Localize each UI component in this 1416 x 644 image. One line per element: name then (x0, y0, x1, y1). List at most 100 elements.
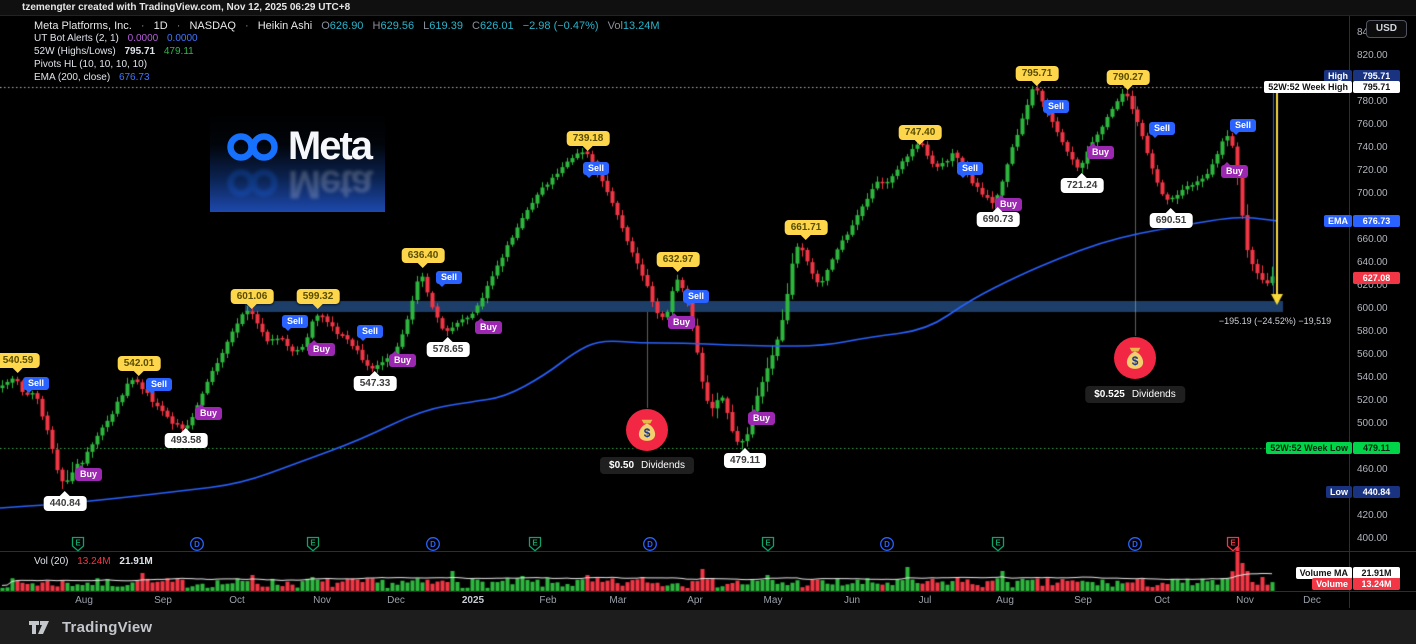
price-tick: 420.00 (1357, 510, 1388, 521)
symbol-legend: Meta Platforms, Inc. · 1D · NASDAQ · Hei… (34, 20, 660, 85)
earnings-icon-red[interactable]: E (1225, 536, 1241, 552)
time-axis-label: Jul (918, 595, 932, 606)
close-value: 626.01 (479, 20, 514, 32)
buy-signal-label[interactable]: Buy (1221, 162, 1249, 178)
sell-signal-label[interactable]: Sell (146, 378, 173, 394)
volume-value: 13.24M (622, 20, 660, 32)
price-tick: 660.00 (1357, 234, 1388, 245)
sell-signal-label[interactable]: Sell (282, 315, 309, 331)
meta-logo-watermark: Meta Meta (210, 112, 385, 212)
indicator-row-utbot[interactable]: UT Bot Alerts (2, 1) 0.0000 0.0000 (34, 33, 198, 44)
sell-signal-label[interactable]: Sell (957, 162, 984, 178)
dividend-tooltip: $0.525 Dividends (1085, 386, 1185, 403)
pivot-low-callout: 493.58 (164, 433, 208, 448)
earnings-icon[interactable]: E (527, 536, 543, 552)
buy-signal-label[interactable]: Buy (748, 409, 776, 425)
pivot-low-callout: 690.73 (976, 212, 1020, 227)
time-axis-label: Dec (387, 595, 405, 606)
earnings-icon[interactable]: E (305, 536, 321, 552)
dividend-marker[interactable]: $ (1114, 337, 1156, 379)
time-axis-label: 2025 (461, 595, 485, 606)
sell-signal-label[interactable]: Sell (683, 290, 710, 306)
dividend-label: Dividends (1131, 389, 1176, 400)
pivot-low-callout: 547.33 (353, 376, 397, 391)
symbol-title[interactable]: Meta Platforms, Inc. (34, 20, 132, 32)
price-label-21.91M: Volume MA 21.91M (1295, 567, 1400, 579)
buy-signal-label[interactable]: Buy (195, 404, 223, 420)
time-axis-label: Aug (996, 595, 1014, 606)
dividend-icon[interactable]: D (642, 536, 658, 552)
price-label-value: 13.24M (1353, 578, 1400, 590)
svg-text:E: E (1230, 539, 1236, 548)
buy-signal-label[interactable]: Buy (389, 351, 417, 367)
earnings-icon[interactable]: E (990, 536, 1006, 552)
price-label-value: 795.71 (1353, 70, 1400, 82)
sell-signal-label[interactable]: Sell (357, 325, 384, 341)
currency-toggle-button[interactable]: USD (1365, 20, 1407, 38)
dividend-tooltip: $0.50 Dividends (600, 457, 694, 474)
dividend-label: Dividends (641, 460, 685, 471)
volume-current-value: 13.24M (77, 556, 111, 567)
earnings-icon[interactable]: E (70, 536, 86, 552)
pivot-high-callout: 739.18 (566, 131, 610, 146)
price-tick: 500.00 (1357, 418, 1388, 429)
pivot-high-callout: 795.71 (1015, 66, 1059, 81)
sell-signal-label[interactable]: Sell (1230, 119, 1257, 135)
price-label-value: 440.84 (1353, 486, 1400, 498)
meta-logo-reflection: Meta (224, 161, 371, 206)
pivot-high-callout: 599.32 (296, 289, 340, 304)
tradingview-logo-icon[interactable] (28, 619, 54, 636)
dividend-icon[interactable]: D (425, 536, 441, 552)
buy-signal-label[interactable]: Buy (1087, 143, 1115, 159)
price-label-440.84: Low 440.84 (1326, 486, 1400, 498)
pivot-high-callout: 601.06 (230, 289, 274, 304)
open-value: 626.90 (329, 20, 364, 32)
sell-signal-label[interactable]: Sell (23, 377, 50, 393)
indicator-row-pivots[interactable]: Pivots HL (10, 10, 10, 10) (34, 59, 148, 70)
pivot-low-callout: 479.11 (723, 453, 767, 468)
price-tick: 400.00 (1357, 533, 1388, 544)
dividend-amount: $0.525 (1094, 389, 1125, 400)
sell-signal-label[interactable]: Sell (436, 271, 463, 287)
pivot-low-callout: 578.65 (426, 342, 470, 357)
dividend-icon[interactable]: D (189, 536, 205, 552)
time-axis-label: Apr (687, 595, 703, 606)
buy-signal-label[interactable]: Buy (75, 465, 103, 481)
indicator-row-52w[interactable]: 52W (Highs/Lows) 795.71 479.11 (34, 46, 194, 57)
buy-signal-label[interactable]: Buy (668, 313, 696, 329)
price-tick: 740.00 (1357, 142, 1388, 153)
symbol-row[interactable]: Meta Platforms, Inc. · 1D · NASDAQ · Hei… (34, 20, 660, 32)
price-tick: 460.00 (1357, 464, 1388, 475)
time-axis-label: May (763, 595, 783, 606)
dividend-marker[interactable]: $ (626, 409, 668, 451)
buy-signal-label[interactable]: Buy (475, 318, 503, 334)
dividend-icon[interactable]: D (879, 536, 895, 552)
sell-signal-label[interactable]: Sell (583, 162, 610, 178)
dividend-amount: $0.50 (609, 460, 635, 471)
time-axis-label: Sep (154, 595, 172, 606)
indicator-row-ema[interactable]: EMA (200, close) 676.73 (34, 72, 150, 83)
tradingview-brand-text[interactable]: TradingView (62, 618, 153, 636)
pane-divider-top[interactable] (0, 551, 1416, 552)
price-label-value: 479.11 (1353, 442, 1400, 454)
pivot-low-callout: 690.51 (1149, 213, 1193, 228)
price-label-prefix: Volume (1312, 578, 1352, 590)
svg-text:D: D (647, 540, 653, 549)
attribution-text: tzemengter created with TradingView.com,… (22, 2, 351, 13)
buy-signal-label[interactable]: Buy (308, 340, 336, 356)
earnings-icon[interactable]: E (760, 536, 776, 552)
interval-value[interactable]: 1D (153, 20, 168, 32)
utbot-value-1: 0.0000 (127, 33, 159, 44)
money-bag-icon: $ (1126, 347, 1144, 369)
price-tick: 560.00 (1357, 349, 1388, 360)
sell-signal-label[interactable]: Sell (1149, 122, 1176, 138)
volume-indicator-legend[interactable]: Vol (20) 13.24M 21.91M (34, 556, 153, 567)
pane-divider-bottom[interactable] (0, 591, 1416, 592)
pivot-high-callout: 790.27 (1106, 70, 1150, 85)
svg-text:E: E (995, 539, 1001, 548)
dividend-icon[interactable]: D (1127, 536, 1143, 552)
svg-text:D: D (430, 540, 436, 549)
sell-signal-label[interactable]: Sell (1043, 100, 1070, 116)
